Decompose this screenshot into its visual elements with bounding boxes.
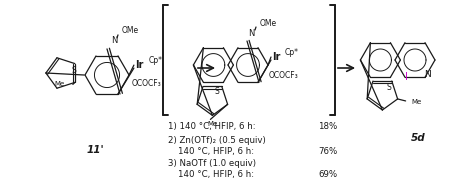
Text: 18%: 18% bbox=[318, 122, 337, 131]
Text: Cp*: Cp* bbox=[285, 47, 299, 56]
Text: Me: Me bbox=[411, 99, 422, 105]
Text: OCOCF₃: OCOCF₃ bbox=[132, 79, 162, 88]
Text: 140 °C, HFIP, 6 h:: 140 °C, HFIP, 6 h: bbox=[178, 147, 254, 156]
Text: OMe: OMe bbox=[121, 26, 138, 35]
Text: 69%: 69% bbox=[318, 170, 337, 179]
Text: OMe: OMe bbox=[259, 19, 276, 27]
Text: OCOCF₃: OCOCF₃ bbox=[269, 70, 299, 79]
Text: N: N bbox=[248, 28, 254, 38]
Text: N: N bbox=[425, 70, 431, 79]
Text: S: S bbox=[386, 82, 391, 92]
Text: I: I bbox=[405, 72, 408, 82]
Text: Me: Me bbox=[55, 81, 65, 87]
Text: N: N bbox=[111, 36, 117, 45]
Text: S: S bbox=[72, 66, 76, 75]
Text: 11': 11' bbox=[86, 145, 104, 155]
Text: Me: Me bbox=[207, 121, 218, 127]
Text: Ir: Ir bbox=[272, 52, 280, 62]
Text: S: S bbox=[214, 87, 219, 96]
Text: Cp*: Cp* bbox=[149, 56, 163, 65]
Text: 3) NaOTf (1.0 equiv): 3) NaOTf (1.0 equiv) bbox=[168, 159, 256, 168]
Text: Ir: Ir bbox=[135, 60, 143, 70]
Text: 140 °C, HFIP, 6 h:: 140 °C, HFIP, 6 h: bbox=[178, 170, 254, 179]
Text: 5d: 5d bbox=[410, 133, 425, 143]
Text: 1) 140 °C, HFIP, 6 h:: 1) 140 °C, HFIP, 6 h: bbox=[168, 122, 255, 131]
Text: 76%: 76% bbox=[318, 147, 337, 156]
Text: 2) Zn(OTf)₂ (0.5 equiv): 2) Zn(OTf)₂ (0.5 equiv) bbox=[168, 136, 266, 145]
